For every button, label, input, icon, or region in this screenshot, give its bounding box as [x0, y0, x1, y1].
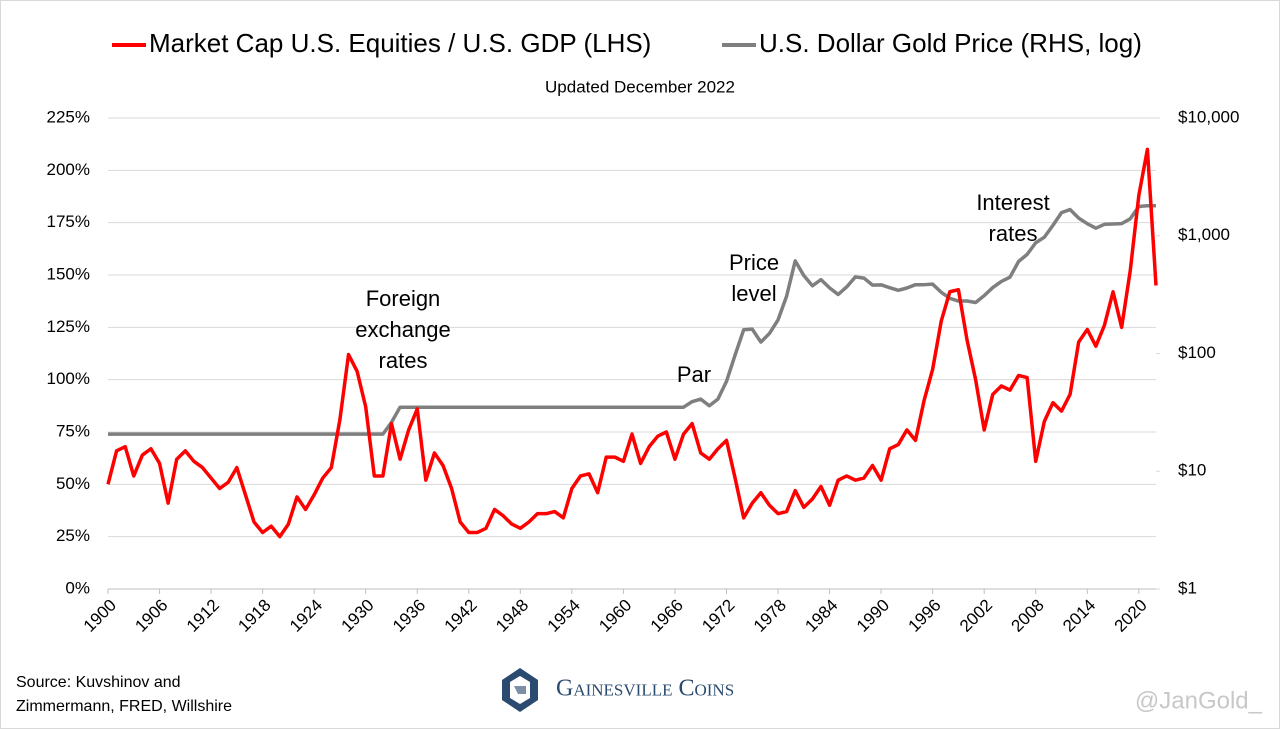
y-tick-label: 175%: [47, 212, 90, 231]
y-tick-label: 0%: [65, 578, 90, 597]
y-tick-label: 75%: [56, 421, 90, 440]
annotation: level: [731, 281, 776, 306]
annotation: Foreign: [366, 286, 441, 311]
annotation: Interest: [976, 190, 1049, 215]
y2-tick-label: $1,000: [1178, 225, 1230, 244]
y-tick-label: 100%: [47, 369, 90, 388]
y-tick-label: 200%: [47, 160, 90, 179]
chart-subtitle: Updated December 2022: [545, 77, 735, 96]
y-tick-label: 150%: [47, 264, 90, 283]
y-tick-label: 25%: [56, 526, 90, 545]
annotation: Price: [729, 250, 779, 275]
watermark: @JanGold_: [1135, 687, 1263, 714]
y2-tick-label: $10,000: [1178, 107, 1239, 126]
y-tick-label: 225%: [47, 107, 90, 126]
annotation: Par: [677, 362, 711, 387]
annotation: rates: [379, 348, 428, 373]
logo-icon: [502, 668, 538, 712]
y-tick-label: 50%: [56, 474, 90, 493]
annotation: rates: [989, 221, 1038, 246]
series-line: [108, 203, 1157, 436]
legend-label: U.S. Dollar Gold Price (RHS, log): [759, 28, 1142, 58]
y2-tick-label: $100: [1178, 343, 1216, 362]
annotation: exchange: [355, 317, 450, 342]
y2-tick-label: $1: [1178, 578, 1197, 597]
logo-text: Gainesville Coins: [556, 676, 734, 702]
source-note: Zimmermann, FRED, Willshire: [16, 698, 232, 715]
y-tick-label: 125%: [47, 317, 90, 336]
source-note: Source: Kuvshinov and: [16, 674, 181, 691]
y2-tick-label: $10: [1178, 461, 1206, 480]
series-line: [106, 147, 1158, 539]
legend-label: Market Cap U.S. Equities / U.S. GDP (LHS…: [149, 28, 651, 58]
